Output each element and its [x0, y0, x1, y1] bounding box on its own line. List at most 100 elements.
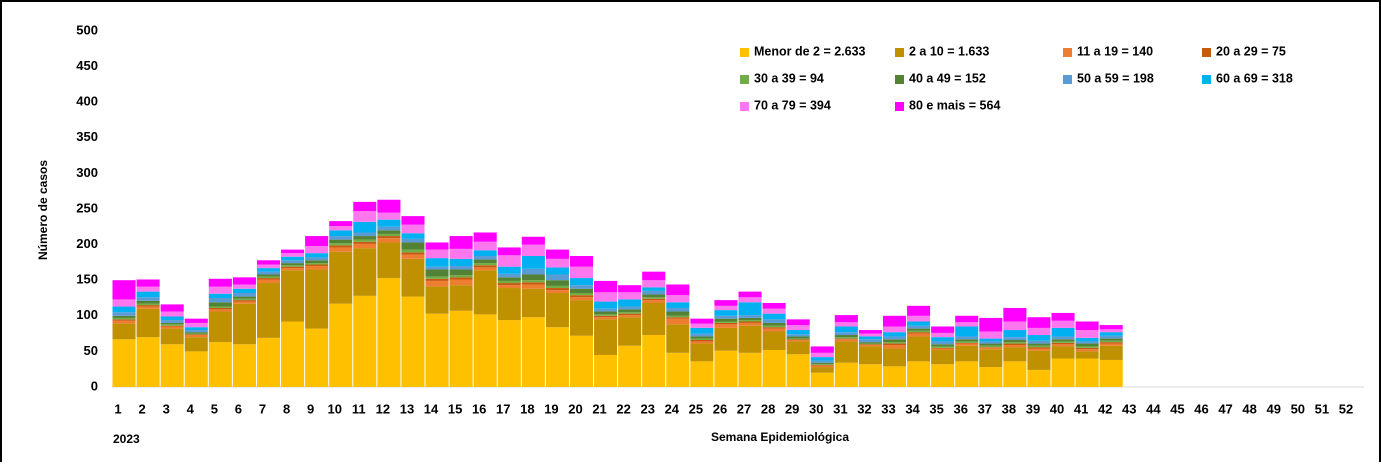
bar-segment [1051, 344, 1075, 347]
bar-segment [1075, 346, 1099, 348]
x-tick-label: 11 [352, 401, 366, 416]
bar-segment [208, 302, 232, 307]
x-tick-label: 20 [568, 401, 582, 416]
bar-segment [738, 291, 762, 298]
bar-segment [449, 248, 473, 259]
bar-segment [112, 317, 136, 320]
bar-segment [931, 326, 955, 333]
bar-segment [136, 305, 160, 307]
bar-segment [305, 260, 329, 264]
x-tick-label: 47 [1218, 401, 1232, 416]
bar-segment [112, 315, 136, 318]
bar-segment [136, 297, 160, 301]
bar-segment [1099, 359, 1123, 387]
legend-label: Menor de 2 = 2.633 [754, 44, 866, 58]
bar-segment [112, 339, 136, 387]
bar-segment [377, 230, 401, 234]
bar-segment [473, 270, 497, 315]
bar-segment [160, 320, 184, 323]
bar-segment [882, 342, 907, 344]
bar-segment [112, 323, 136, 340]
bar-segment [136, 337, 160, 387]
bar-segment [569, 288, 594, 294]
bar-segment [521, 280, 545, 283]
bar-segment [882, 348, 907, 367]
bar-segment [714, 327, 738, 351]
bar-segment [666, 318, 690, 325]
y-axis-title: Número de casos [36, 160, 50, 260]
bar-segment [449, 265, 473, 270]
x-tick-label: 14 [424, 401, 439, 416]
x-tick-label: 46 [1194, 401, 1208, 416]
bar-segment [208, 306, 232, 308]
bar-segment [690, 361, 714, 387]
bar-segment [425, 269, 449, 277]
bar-segment [931, 337, 955, 342]
y-tick-label: 450 [76, 58, 98, 73]
bar-segment [401, 224, 425, 234]
bar-segment [642, 298, 666, 301]
bar-segment [690, 327, 714, 334]
bar-segment [931, 348, 955, 350]
bar-segment [642, 294, 666, 298]
x-tick-label: 30 [809, 401, 823, 416]
bar-segment [1027, 317, 1051, 328]
bar-segment [136, 303, 160, 306]
bar-segment [425, 266, 449, 270]
bar-segment [1099, 342, 1123, 344]
bar-segment [497, 283, 521, 286]
bar-segment [931, 364, 955, 387]
bar-segment [858, 364, 882, 387]
bar-segment [545, 249, 569, 259]
bar-segment [762, 349, 786, 387]
bar-segment [569, 295, 594, 298]
bar-segment [256, 264, 281, 269]
bar-segment [1075, 347, 1099, 350]
bar-segment [1003, 340, 1027, 343]
bar-segment [473, 259, 497, 264]
bar-segment [256, 279, 281, 284]
bar-segment [786, 341, 810, 355]
bar-segment [907, 361, 931, 387]
bar-segment [810, 352, 834, 358]
bar-segment [473, 232, 497, 242]
bar-segment [449, 258, 473, 266]
legend-label: 40 a 49 = 152 [909, 71, 986, 85]
bar-segment [738, 322, 762, 326]
bar-segment [738, 302, 762, 316]
bar-segment [232, 293, 256, 297]
bar-segment [931, 332, 955, 338]
bar-segment [1051, 341, 1075, 343]
bar-segment [353, 236, 377, 240]
bar-segment [184, 334, 208, 336]
bar-segment [1075, 321, 1099, 331]
bar-segment [1099, 340, 1123, 343]
bar-segment [810, 357, 834, 361]
bar-segment [979, 345, 1003, 348]
bar-segment [305, 257, 329, 261]
bar-segment [353, 243, 377, 249]
legend-swatch [1202, 48, 1211, 57]
bar-segment [136, 286, 160, 292]
bar-segment [353, 241, 377, 244]
bar-segment [377, 226, 401, 231]
bar-segment [329, 243, 353, 246]
bar-segment [232, 284, 256, 289]
bar-segment [1003, 343, 1027, 345]
bar-segment [1027, 343, 1051, 346]
legend-label: 70 a 79 = 394 [754, 98, 831, 112]
bar-segment [642, 335, 666, 387]
bar-segment [1099, 329, 1123, 333]
bar-segment [377, 236, 401, 239]
bar-segment [497, 266, 521, 274]
bar-segment [281, 263, 305, 266]
bar-segment [858, 343, 882, 345]
bar-segment [497, 280, 521, 284]
bar-segment [979, 347, 1003, 350]
bar-segment [305, 263, 329, 265]
bar-segment [545, 258, 569, 268]
bar-segment [1051, 320, 1075, 328]
bar-segment [834, 339, 858, 342]
bar-segment [690, 323, 714, 328]
